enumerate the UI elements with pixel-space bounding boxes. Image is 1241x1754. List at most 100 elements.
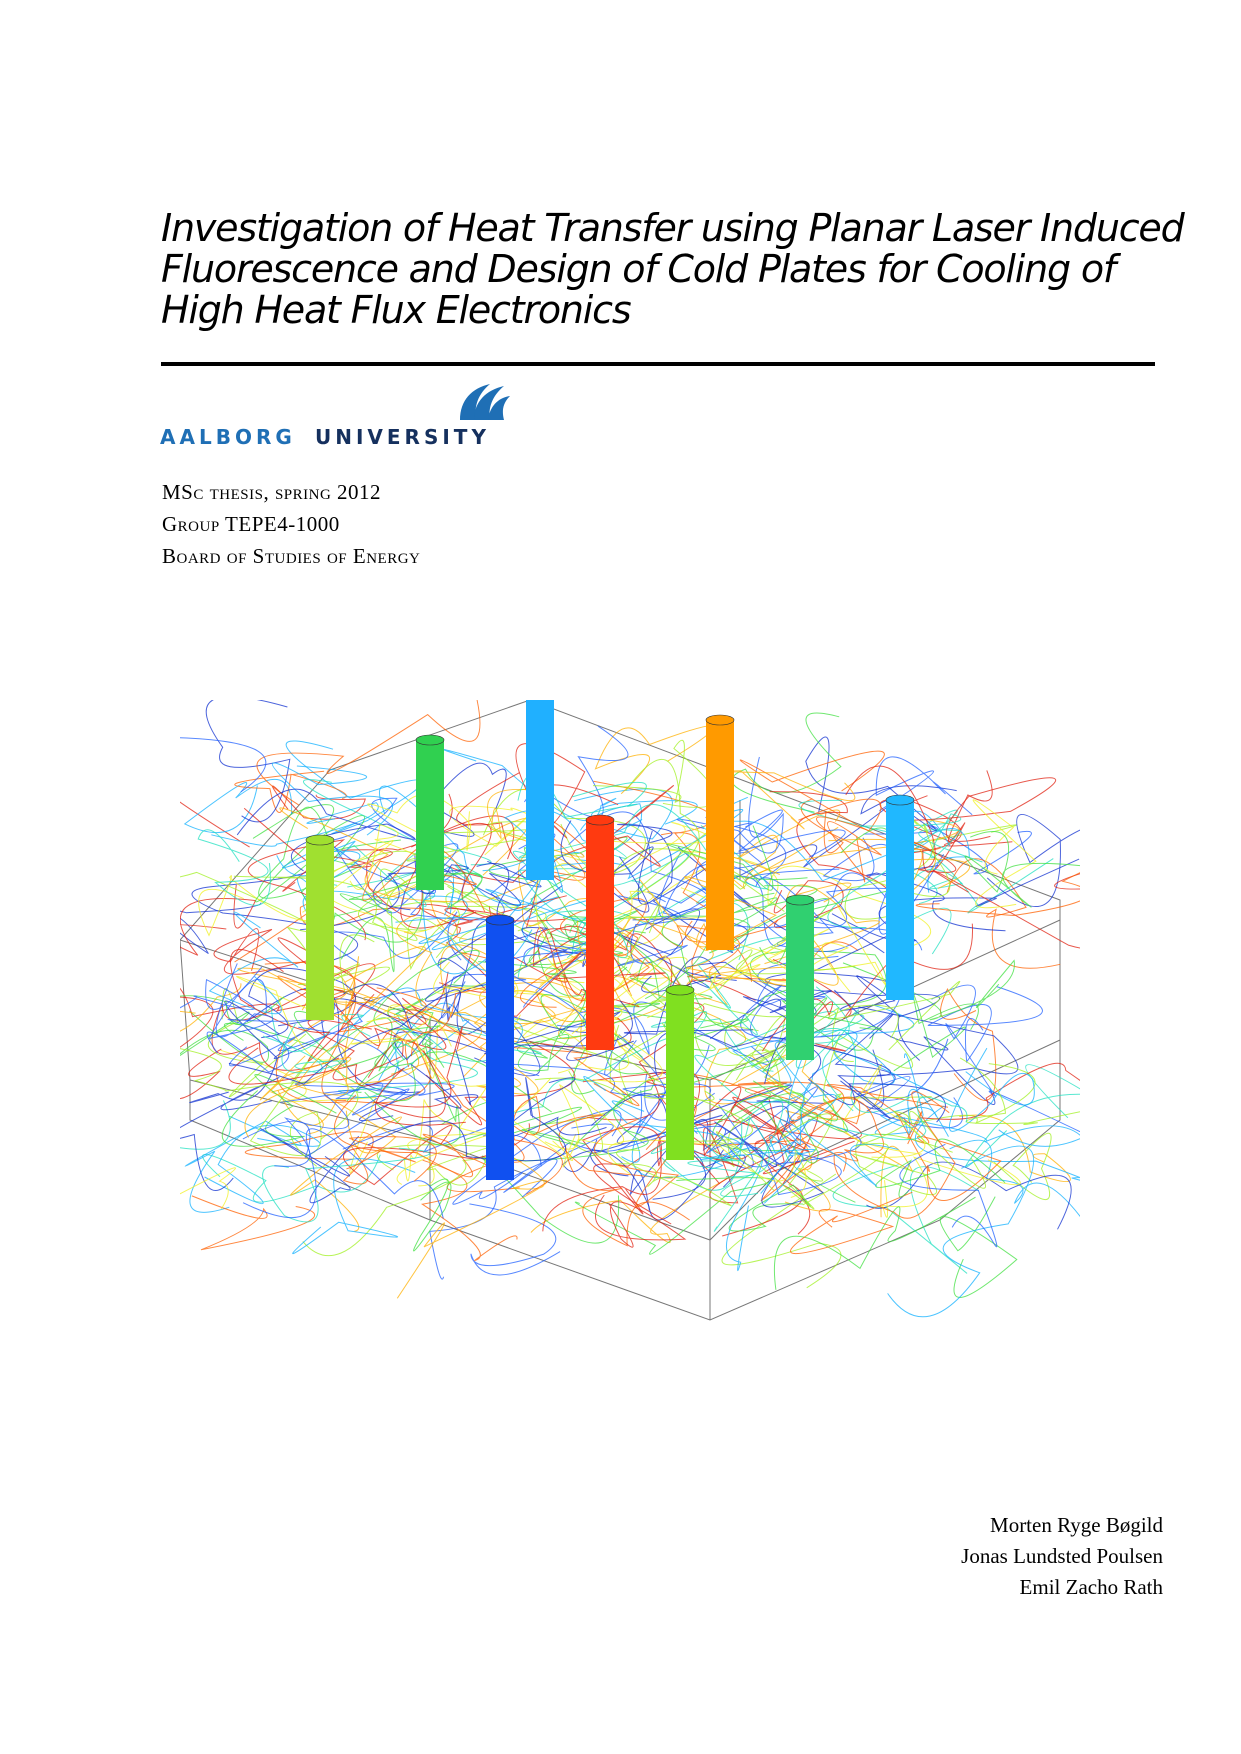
streamline <box>750 950 887 1051</box>
streamline <box>307 1019 404 1081</box>
streamline <box>881 1156 1021 1218</box>
streamline <box>696 937 788 1036</box>
streamline <box>429 762 507 837</box>
cooling-pipes <box>305 700 915 1180</box>
streamline <box>686 1073 861 1141</box>
streamline <box>702 1086 801 1204</box>
streamline <box>842 959 1015 1021</box>
streamline <box>562 898 830 954</box>
streamline <box>411 815 565 922</box>
streamline <box>853 1133 953 1196</box>
streamline <box>650 1116 770 1178</box>
title-line: High Heat Flux Electronics <box>161 288 632 332</box>
streamline <box>843 1063 926 1158</box>
streamline <box>721 1173 842 1289</box>
streamline <box>445 885 552 939</box>
streamline <box>694 1006 854 1068</box>
streamline <box>802 1110 986 1206</box>
author: Emil Zacho Rath <box>1019 1575 1163 1599</box>
logo-text: AALBORG <box>160 425 296 449</box>
streamline <box>964 831 1080 908</box>
streamline <box>811 905 886 993</box>
streamline <box>562 1139 725 1221</box>
pipe-top <box>885 794 915 806</box>
streamline <box>469 1203 561 1276</box>
streamline <box>259 1127 360 1204</box>
streamline <box>927 986 1043 1064</box>
streamline <box>554 821 711 896</box>
streamline <box>314 872 483 921</box>
streamline <box>939 1196 1018 1298</box>
streamline <box>909 1063 1036 1143</box>
streamline <box>972 799 1037 909</box>
streamline <box>760 1134 804 1204</box>
streamline <box>552 950 610 1051</box>
streamline <box>364 1043 461 1146</box>
streamline <box>859 813 983 863</box>
streamline <box>247 839 367 941</box>
pipe <box>666 990 694 1160</box>
streamline <box>798 798 882 854</box>
streamline <box>914 1105 1080 1181</box>
title-line: Fluorescence and Design of Cold Plates f… <box>161 247 1116 291</box>
streamline <box>476 862 609 967</box>
streamline <box>764 971 941 1018</box>
streamline <box>784 1087 883 1212</box>
streamline <box>643 1090 753 1142</box>
streamline <box>478 961 611 1035</box>
streamline <box>183 778 293 834</box>
streamline <box>180 995 285 1025</box>
pipe-top <box>705 714 735 726</box>
streamline <box>373 949 480 1049</box>
streamline <box>612 976 780 1105</box>
streamline <box>517 1020 643 1072</box>
streamline <box>644 885 818 1000</box>
streamline <box>488 836 628 952</box>
streamline <box>791 986 910 1113</box>
pipe <box>306 840 334 1020</box>
streamline <box>191 870 359 966</box>
streamline <box>520 897 647 1008</box>
streamline <box>866 865 1006 932</box>
streamline <box>191 1195 316 1251</box>
streamline <box>522 943 674 1074</box>
university-logo: AALBORG UNIVERSITY <box>160 384 510 449</box>
streamline <box>601 847 690 897</box>
streamline <box>256 700 481 806</box>
streamline <box>676 756 784 854</box>
pipe-top <box>305 834 335 846</box>
streamline <box>560 820 654 913</box>
streamline <box>764 882 880 965</box>
streamline <box>931 984 1080 1133</box>
streamline <box>180 1048 359 1140</box>
streamline <box>986 813 1080 907</box>
streamline <box>277 975 357 1102</box>
streamline <box>894 1115 1080 1147</box>
streamline <box>321 963 449 1025</box>
streamline <box>915 872 1080 917</box>
streamline <box>221 1074 337 1147</box>
streamline <box>686 997 883 1085</box>
streamline <box>236 788 416 872</box>
streamline <box>592 739 717 808</box>
authors: Morten Ryge Bøgild Jonas Lundsted Poulse… <box>961 1510 1163 1603</box>
streamline <box>565 1145 690 1247</box>
streamline <box>650 1011 774 1072</box>
streamline <box>827 980 961 1051</box>
streamline <box>244 1131 374 1185</box>
streamline <box>413 1178 452 1252</box>
streamline <box>264 961 427 1033</box>
streamline <box>993 1132 1052 1200</box>
author: Morten Ryge Bøgild <box>990 1513 1163 1537</box>
streamline <box>604 1034 712 1098</box>
streamline <box>302 779 484 881</box>
streamline <box>228 989 461 1085</box>
pipe-top <box>785 894 815 906</box>
streamline <box>220 1049 377 1174</box>
streamline <box>583 1075 817 1161</box>
streamline <box>623 956 754 1035</box>
streamline <box>965 1064 1080 1168</box>
author: Jonas Lundsted Poulsen <box>961 1544 1163 1568</box>
streamline <box>499 1095 563 1195</box>
